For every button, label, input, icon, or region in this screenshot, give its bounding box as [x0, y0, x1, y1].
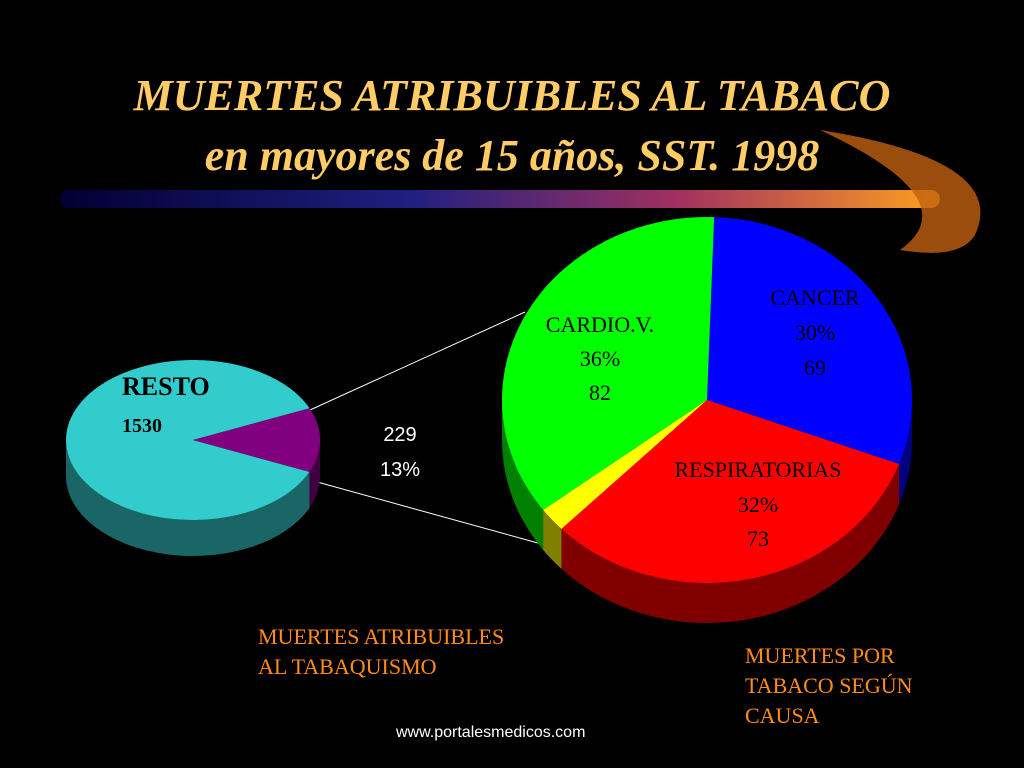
subtitle: en mayores de 15 años, SST. 1998	[205, 131, 819, 180]
pie-slice	[193, 408, 321, 472]
slice-label: 36%	[580, 346, 620, 371]
pie-slice	[707, 217, 912, 465]
slice-label: RESPIRATORIAS	[674, 457, 841, 482]
pie-side	[561, 464, 900, 623]
slice-label: 13%	[380, 459, 420, 481]
slice-label: 73	[747, 526, 769, 551]
connector	[309, 479, 546, 546]
slice-label: 1530	[122, 415, 162, 437]
pie-side	[543, 509, 562, 569]
footer: www.portalesmedicos.com	[396, 724, 586, 741]
pie-side	[66, 440, 310, 557]
slice-label: 82	[589, 380, 611, 405]
slice-label: RESTO	[122, 372, 210, 401]
slice-label: 30%	[795, 320, 835, 345]
slice-label: 69	[804, 355, 826, 380]
pie-side	[309, 440, 320, 508]
pie-side	[502, 400, 544, 550]
pie-slice	[561, 400, 900, 583]
caption: MUERTES POR TABACO SEGÚN CAUSA	[745, 643, 913, 728]
slice-label: 32%	[738, 492, 778, 517]
connector	[309, 311, 526, 411]
slice-label: CARDIO.V.	[546, 312, 654, 337]
caption: MUERTES ATRIBUIBLES AL TABAQUISMO	[258, 624, 505, 679]
title: MUERTES ATRIBUIBLES AL TABACO	[133, 71, 891, 120]
pie-slice	[501, 217, 715, 510]
slice-label: 229	[383, 424, 416, 446]
pie-slice	[66, 359, 310, 520]
pie-slice	[543, 400, 707, 529]
pie-side	[899, 400, 912, 505]
swoosh	[60, 190, 940, 208]
swoosh-curve	[820, 130, 981, 253]
slice-label: CANCER	[770, 285, 860, 310]
